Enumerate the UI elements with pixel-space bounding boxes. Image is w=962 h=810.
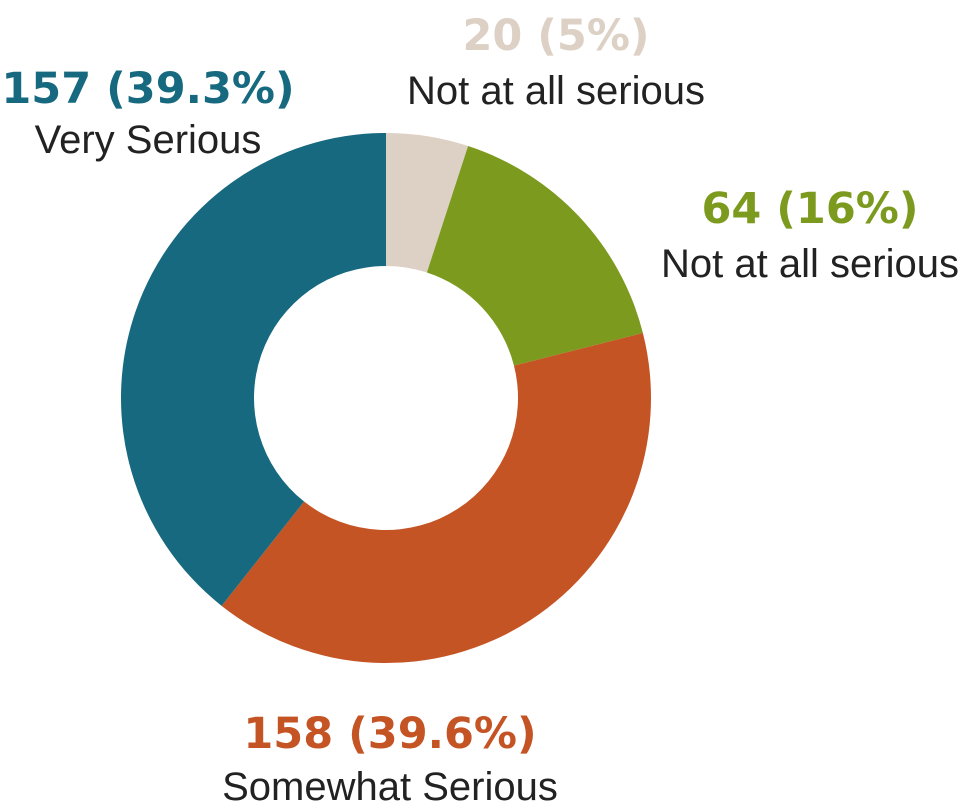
slice-name-label: Somewhat Serious	[222, 765, 558, 805]
donut-slice-1	[427, 146, 643, 366]
slice-value-label: 64 (16%)	[701, 184, 918, 234]
label-not-at-all-serious-small: 20 (5%) Not at all serious	[407, 11, 705, 113]
slice-name-label: Very Serious	[35, 118, 262, 162]
slice-value-label: 20 (5%)	[462, 11, 649, 61]
slices-layer	[121, 133, 651, 663]
slice-value-label: 158 (39.6%)	[243, 709, 536, 759]
label-not-at-all-serious-large: 64 (16%) Not at all serious	[661, 184, 959, 286]
label-somewhat-serious: 158 (39.6%) Somewhat Serious	[222, 709, 558, 805]
slice-name-label: Not at all serious	[661, 242, 959, 286]
slice-name-label: Not at all serious	[407, 69, 705, 113]
label-very-serious: 157 (39.3%) Very Serious	[1, 64, 294, 162]
slice-value-label: 157 (39.3%)	[1, 64, 294, 114]
